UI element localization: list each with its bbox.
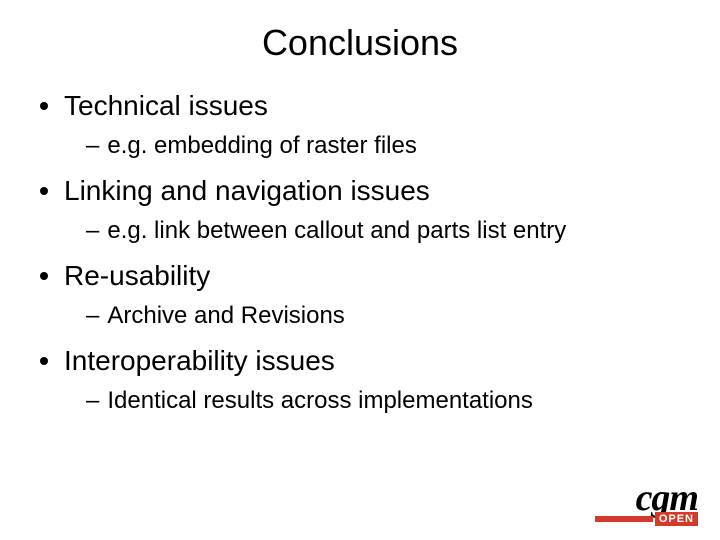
bullet-icon [40,357,48,365]
bullet-text: Technical issues [64,88,268,123]
logo: cgm OPEN [595,482,698,526]
sub-bullet-text: Identical results across implementations [107,386,533,416]
slide-content: Technical issues – e.g. embedding of ras… [0,88,720,416]
sub-bullet-item: – e.g. embedding of raster files [86,131,690,161]
sub-bullet-item: – Identical results across implementatio… [86,386,690,416]
sub-bullet-item: – Archive and Revisions [86,301,690,331]
dash-icon: – [86,216,99,246]
bullet-item: Interoperability issues [40,343,690,378]
slide: Conclusions Technical issues – e.g. embe… [0,0,720,540]
logo-bar-icon [595,516,653,522]
bullet-text: Interoperability issues [64,343,335,378]
bullet-text: Linking and navigation issues [64,173,430,208]
dash-icon: – [86,131,99,161]
bullet-icon [40,187,48,195]
bullet-item: Re-usability [40,258,690,293]
sub-bullet-text: Archive and Revisions [107,301,344,331]
dash-icon: – [86,386,99,416]
logo-main-text: cgm [595,482,698,514]
bullet-icon [40,272,48,280]
bullet-item: Linking and navigation issues [40,173,690,208]
dash-icon: – [86,301,99,331]
logo-sub-text: OPEN [655,512,698,526]
bullet-item: Technical issues [40,88,690,123]
sub-bullet-text: e.g. embedding of raster files [107,131,417,161]
sub-bullet-item: – e.g. link between callout and parts li… [86,216,690,246]
sub-bullet-text: e.g. link between callout and parts list… [107,216,566,246]
bullet-icon [40,102,48,110]
slide-title: Conclusions [0,0,720,76]
bullet-text: Re-usability [64,258,210,293]
